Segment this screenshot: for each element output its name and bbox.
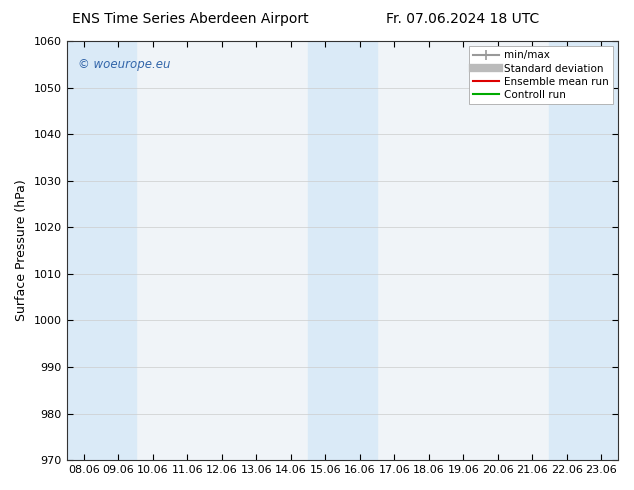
Bar xyxy=(342,41,377,460)
Bar xyxy=(101,41,136,460)
Text: Fr. 07.06.2024 18 UTC: Fr. 07.06.2024 18 UTC xyxy=(386,12,540,26)
Bar xyxy=(308,41,342,460)
Text: ENS Time Series Aberdeen Airport: ENS Time Series Aberdeen Airport xyxy=(72,12,309,26)
Y-axis label: Surface Pressure (hPa): Surface Pressure (hPa) xyxy=(15,180,28,321)
Bar xyxy=(67,41,101,460)
Bar xyxy=(584,41,619,460)
Legend: min/max, Standard deviation, Ensemble mean run, Controll run: min/max, Standard deviation, Ensemble me… xyxy=(469,46,613,104)
Text: © woeurope.eu: © woeurope.eu xyxy=(77,58,170,71)
Bar xyxy=(550,41,584,460)
